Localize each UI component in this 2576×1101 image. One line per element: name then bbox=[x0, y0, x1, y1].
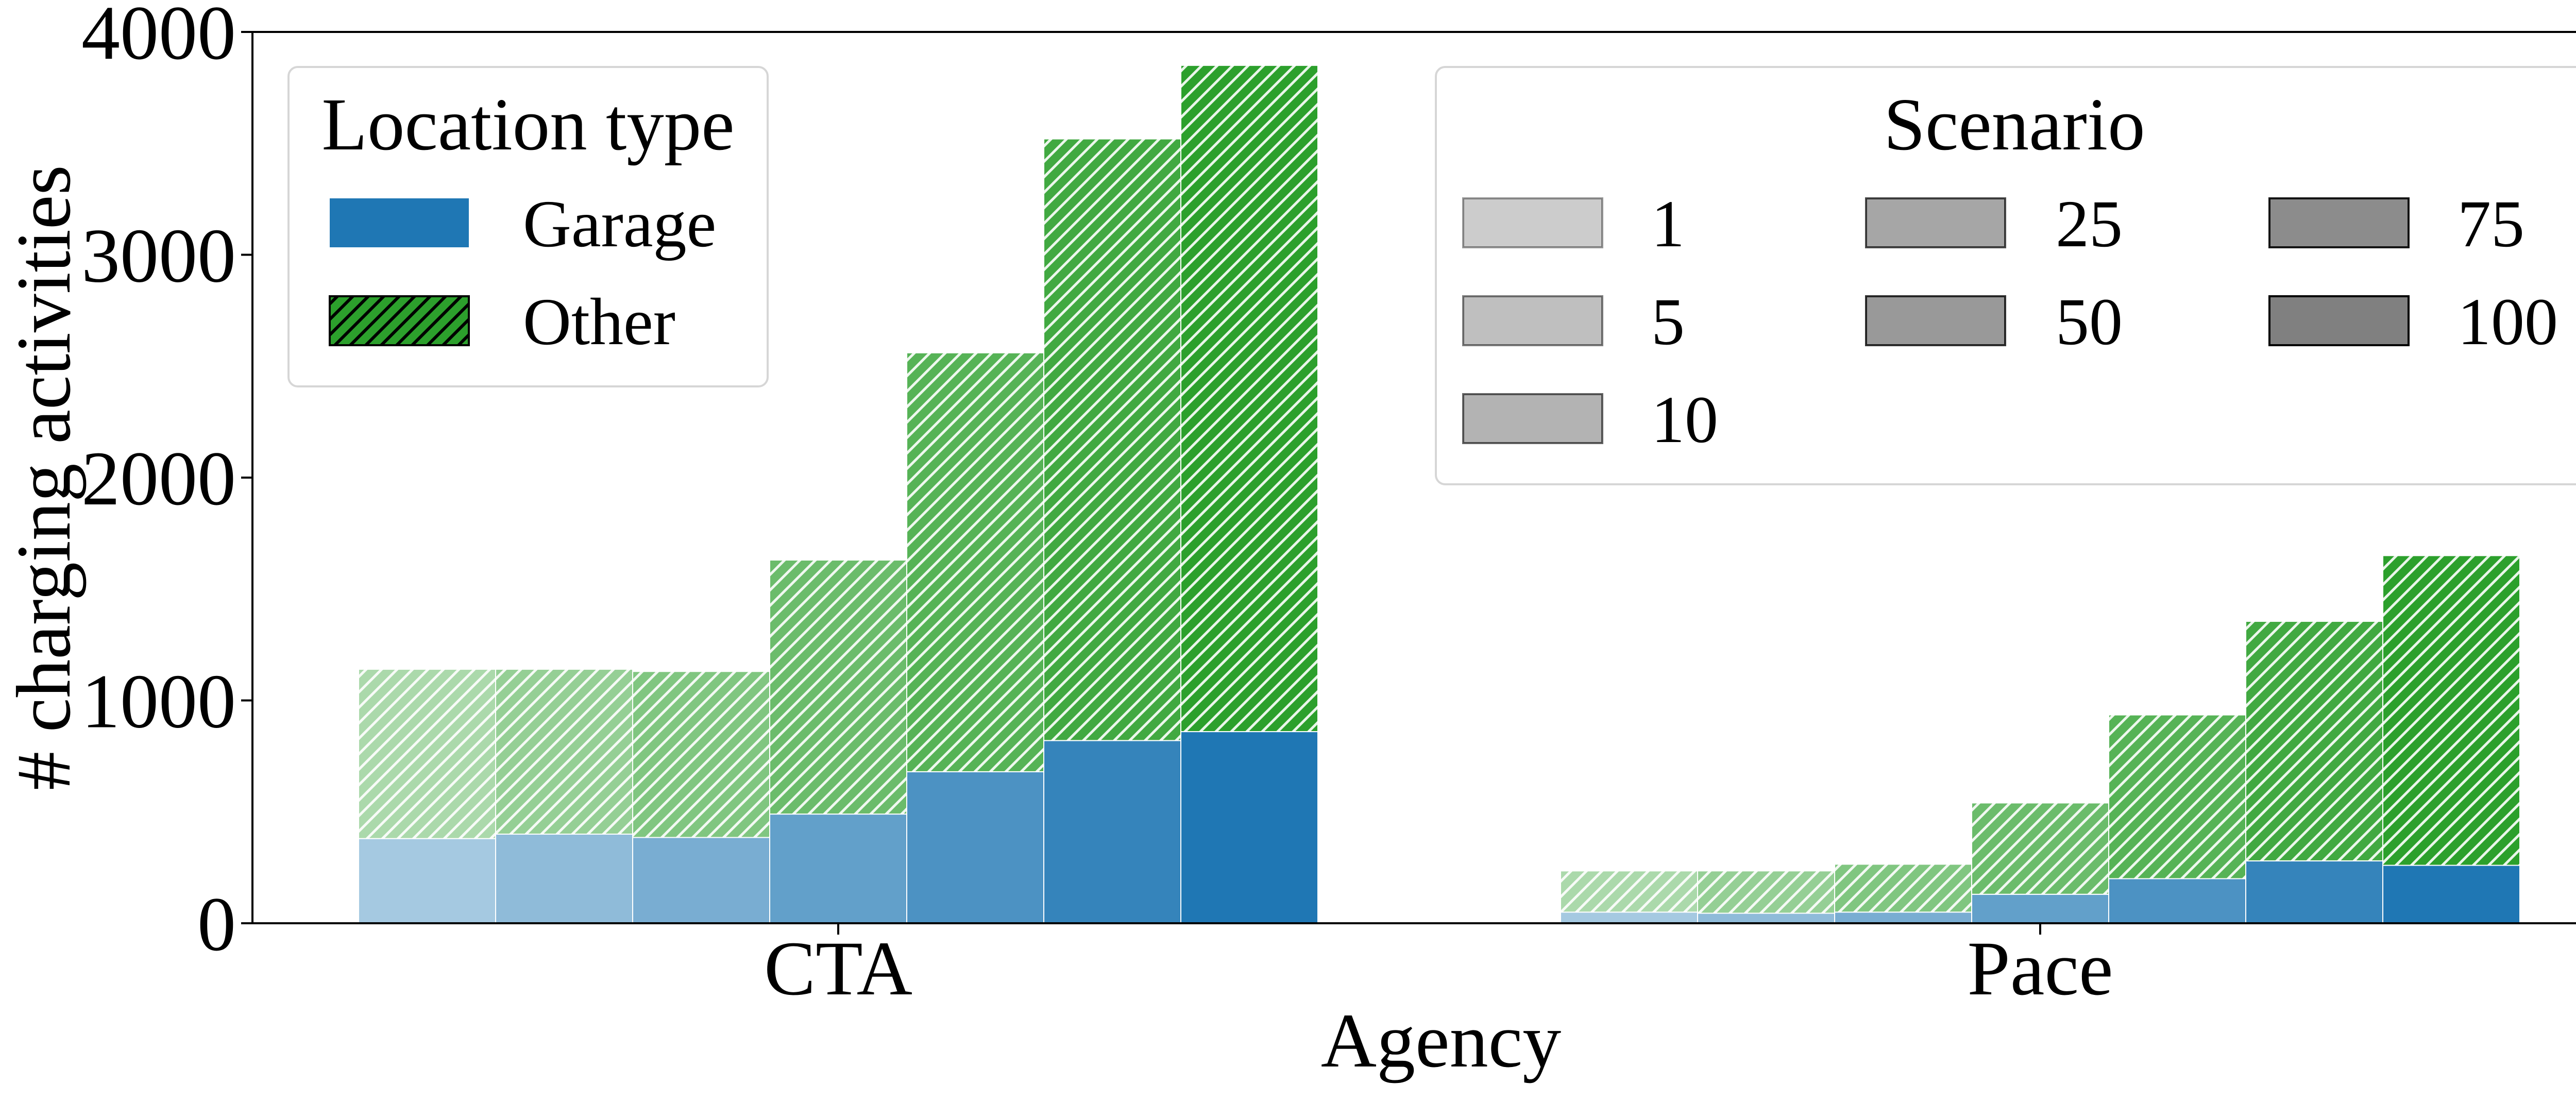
bar-group-cta bbox=[358, 64, 1318, 924]
other-swatch-hatch bbox=[329, 295, 470, 346]
bar-cta-other-hatch-scenario-10 bbox=[633, 671, 770, 838]
y-axis-title: # charging activities bbox=[1, 165, 87, 790]
legend-frame bbox=[1435, 66, 2576, 485]
bar-cta-garage-scenario-100 bbox=[1180, 731, 1318, 924]
scenario-25-swatch bbox=[1865, 197, 2006, 248]
bar-cta-garage-scenario-10 bbox=[632, 837, 770, 924]
location-type-legend: Location type Garage Other bbox=[287, 66, 769, 387]
bar-cta-garage-scenario-50 bbox=[906, 771, 1044, 924]
y-tick-label-0: 0 bbox=[197, 882, 236, 967]
scenario-10-label: 10 bbox=[1651, 383, 1718, 457]
bar-pace-other-hatch-scenario-100 bbox=[2383, 555, 2520, 866]
bar-cta-other-hatch-scenario-5 bbox=[496, 669, 633, 834]
scenario-50-label: 50 bbox=[2056, 285, 2123, 359]
bar-pace-garage-scenario-1 bbox=[1560, 911, 1698, 924]
scenario-50-swatch bbox=[1865, 295, 2006, 346]
scenario-5-label: 5 bbox=[1651, 285, 1685, 359]
y-axis: 0 1000 2000 3000 4000 bbox=[81, 0, 252, 967]
y-tick-label-1000: 1000 bbox=[81, 659, 236, 744]
bar-cta-other-hatch-scenario-25 bbox=[770, 560, 907, 815]
bar-cta-garage-scenario-75 bbox=[1043, 740, 1181, 924]
bar-pace-garage-scenario-25 bbox=[1971, 893, 2109, 924]
scenario-75-label: 75 bbox=[2458, 187, 2524, 261]
bar-pace-garage-scenario-10 bbox=[1834, 911, 1972, 924]
scenario-10-swatch bbox=[1462, 393, 1603, 444]
bar-pace-garage-scenario-100 bbox=[2382, 865, 2520, 924]
scenario-1-swatch bbox=[1462, 197, 1603, 248]
bar-cta-other-hatch-scenario-75 bbox=[1044, 139, 1181, 741]
bar-pace-garage-scenario-50 bbox=[2108, 878, 2246, 924]
bar-pace-other-hatch-scenario-25 bbox=[1972, 803, 2109, 894]
bar-pace-garage-scenario-75 bbox=[2245, 860, 2383, 924]
bar-cta-other-hatch-scenario-100 bbox=[1181, 65, 1318, 732]
bar-cta-other-hatch-scenario-50 bbox=[907, 352, 1044, 772]
legend-title: Scenario bbox=[1884, 83, 2145, 166]
bars-layer bbox=[358, 64, 2520, 924]
scenario-5-swatch bbox=[1462, 295, 1603, 346]
bar-pace-garage-scenario-5 bbox=[1697, 912, 1835, 924]
bar-pace-other-hatch-scenario-10 bbox=[1835, 864, 1972, 912]
legend-title: Location type bbox=[321, 83, 734, 166]
scenario-100-label: 100 bbox=[2458, 285, 2558, 359]
x-tick-label-cta: CTA bbox=[764, 926, 912, 1011]
y-tick-label-4000: 4000 bbox=[81, 0, 236, 76]
scenario-75-swatch bbox=[2268, 197, 2410, 248]
bar-cta-garage-scenario-1 bbox=[358, 838, 496, 924]
garage-swatch bbox=[330, 198, 469, 247]
bar-pace-other-hatch-scenario-5 bbox=[1698, 871, 1835, 913]
legend-label-garage: Garage bbox=[523, 187, 716, 261]
y-tick-label-2000: 2000 bbox=[81, 436, 236, 521]
x-tick-label-pace: Pace bbox=[1967, 926, 2113, 1011]
bar-cta-other-hatch-scenario-1 bbox=[359, 669, 496, 839]
scenario-1-label: 1 bbox=[1651, 187, 1685, 261]
bar-pace-other-hatch-scenario-1 bbox=[1561, 871, 1698, 912]
scenario-legend: Scenario 1 5 10 25 50 75 100 bbox=[1435, 66, 2576, 485]
y-tick-label-3000: 3000 bbox=[81, 213, 236, 299]
scenario-25-label: 25 bbox=[2056, 187, 2123, 261]
bar-group-pace bbox=[1560, 555, 2520, 924]
scenario-100-swatch bbox=[2268, 295, 2410, 346]
bar-pace-other-hatch-scenario-75 bbox=[2246, 621, 2383, 861]
bar-pace-other-hatch-scenario-50 bbox=[2109, 715, 2246, 879]
x-axis: CTA Pace bbox=[764, 923, 2113, 1011]
legend-label-other: Other bbox=[523, 285, 675, 359]
bar-cta-garage-scenario-25 bbox=[769, 814, 907, 924]
x-axis-title: Agency bbox=[1321, 998, 1561, 1083]
bar-cta-garage-scenario-5 bbox=[495, 834, 633, 924]
